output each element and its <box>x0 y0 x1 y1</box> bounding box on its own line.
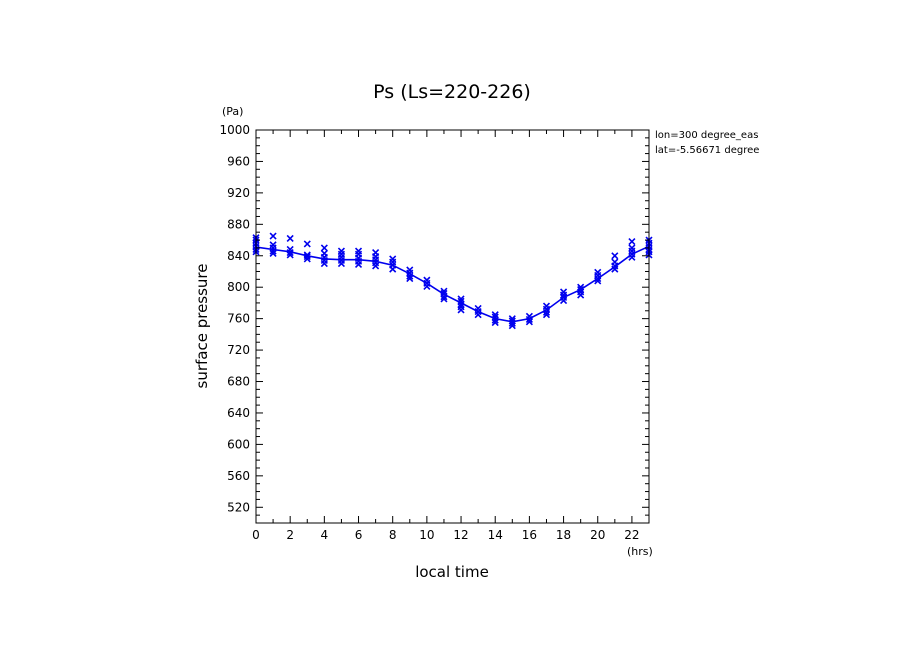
data-point-marker <box>457 303 465 311</box>
y-tick-label: 720 <box>227 343 250 357</box>
data-point-marker <box>440 289 448 298</box>
data-point-marker <box>286 251 294 259</box>
data-point-marker <box>577 285 585 294</box>
data-point-marker <box>389 255 397 263</box>
data-point-marker <box>269 241 277 249</box>
annotation-lon: lon=300 degree_eas <box>655 130 758 141</box>
data-point-marker <box>406 266 414 274</box>
y-tick-label: 800 <box>227 280 250 294</box>
data-point-marker <box>491 311 499 319</box>
y-tick-label: 880 <box>227 217 250 231</box>
data-point-marker <box>577 283 585 291</box>
y-tick-label: 560 <box>227 469 250 483</box>
data-point-marker <box>286 245 294 254</box>
x-tick-label: 22 <box>624 528 639 542</box>
y-tick-label: 920 <box>227 186 250 200</box>
x-tick-label: 0 <box>252 528 260 542</box>
x-tick-label: 20 <box>590 528 605 542</box>
data-point-marker <box>508 317 516 325</box>
data-point-marker <box>372 249 380 257</box>
y-unit-label: (Pa) <box>222 105 243 118</box>
data-point-marker <box>559 288 568 296</box>
data-point-marker <box>594 277 602 285</box>
data-point-marker <box>457 295 465 303</box>
x-tick-label: 12 <box>453 528 468 542</box>
data-point-marker <box>628 238 636 246</box>
x-axis-label: local time <box>415 563 489 581</box>
data-point-marker <box>542 302 551 310</box>
x-tick-label: 6 <box>355 528 363 542</box>
data-point-marker <box>286 234 294 243</box>
y-tick-label: 600 <box>227 437 250 451</box>
data-point-marker <box>542 311 551 319</box>
annotation-lat: lat=-5.56671 degree <box>655 145 759 156</box>
data-point-marker <box>457 297 465 305</box>
x-unit-label: (hrs) <box>627 545 653 558</box>
data-point-marker <box>303 252 311 261</box>
y-axis-label: surface pressure <box>193 264 211 389</box>
x-tick-label: 8 <box>389 528 397 542</box>
y-tick-label: 1000 <box>219 123 250 137</box>
data-point-marker <box>491 313 499 321</box>
y-tick-label: 760 <box>227 312 250 326</box>
data-point-marker <box>337 247 346 255</box>
y-tick-label: 520 <box>227 500 250 514</box>
x-tick-label: 4 <box>321 528 329 542</box>
data-point-marker <box>320 249 328 257</box>
data-point-marker <box>269 249 277 257</box>
data-point-marker <box>269 232 277 240</box>
x-tick-label: 14 <box>488 528 503 542</box>
annotation-clip <box>780 125 904 165</box>
y-tick-label: 840 <box>227 249 250 263</box>
data-point-marker <box>440 287 448 295</box>
data-point-marker <box>303 240 311 248</box>
series-line <box>255 245 650 323</box>
data-point-marker <box>508 315 516 323</box>
data-point-marker <box>525 312 533 320</box>
data-point-marker <box>491 319 499 327</box>
data-point-marker <box>320 244 328 252</box>
x-tick-label: 18 <box>556 528 571 542</box>
data-point-marker <box>474 304 482 312</box>
data-point-marker <box>559 293 568 301</box>
plot-area <box>252 232 653 330</box>
axes: 0 2 4 6 8 10 12 14 16 18 20 22 520 560 600 640 680 720 760… <box>219 123 650 542</box>
x-tick-label: 16 <box>522 528 537 542</box>
data-point-marker <box>611 258 619 266</box>
data-point-marker <box>594 268 602 276</box>
y-tick-label: 680 <box>227 375 250 389</box>
data-point-marker <box>611 252 619 260</box>
data-point-marker <box>525 318 533 326</box>
y-tick-label: 640 <box>227 406 250 420</box>
data-point-marker <box>303 251 311 259</box>
data-point-marker <box>628 244 636 252</box>
x-tick-label: 2 <box>286 528 294 542</box>
data-point-marker <box>406 274 414 283</box>
data-point-marker <box>440 295 448 303</box>
chart-title: Ps (Ls=220-226) <box>373 81 531 103</box>
data-point-marker <box>354 247 363 255</box>
plot-frame <box>255 129 650 524</box>
y-tick-label: 960 <box>227 154 250 168</box>
x-tick-label: 10 <box>419 528 434 542</box>
data-point-marker <box>423 276 431 284</box>
